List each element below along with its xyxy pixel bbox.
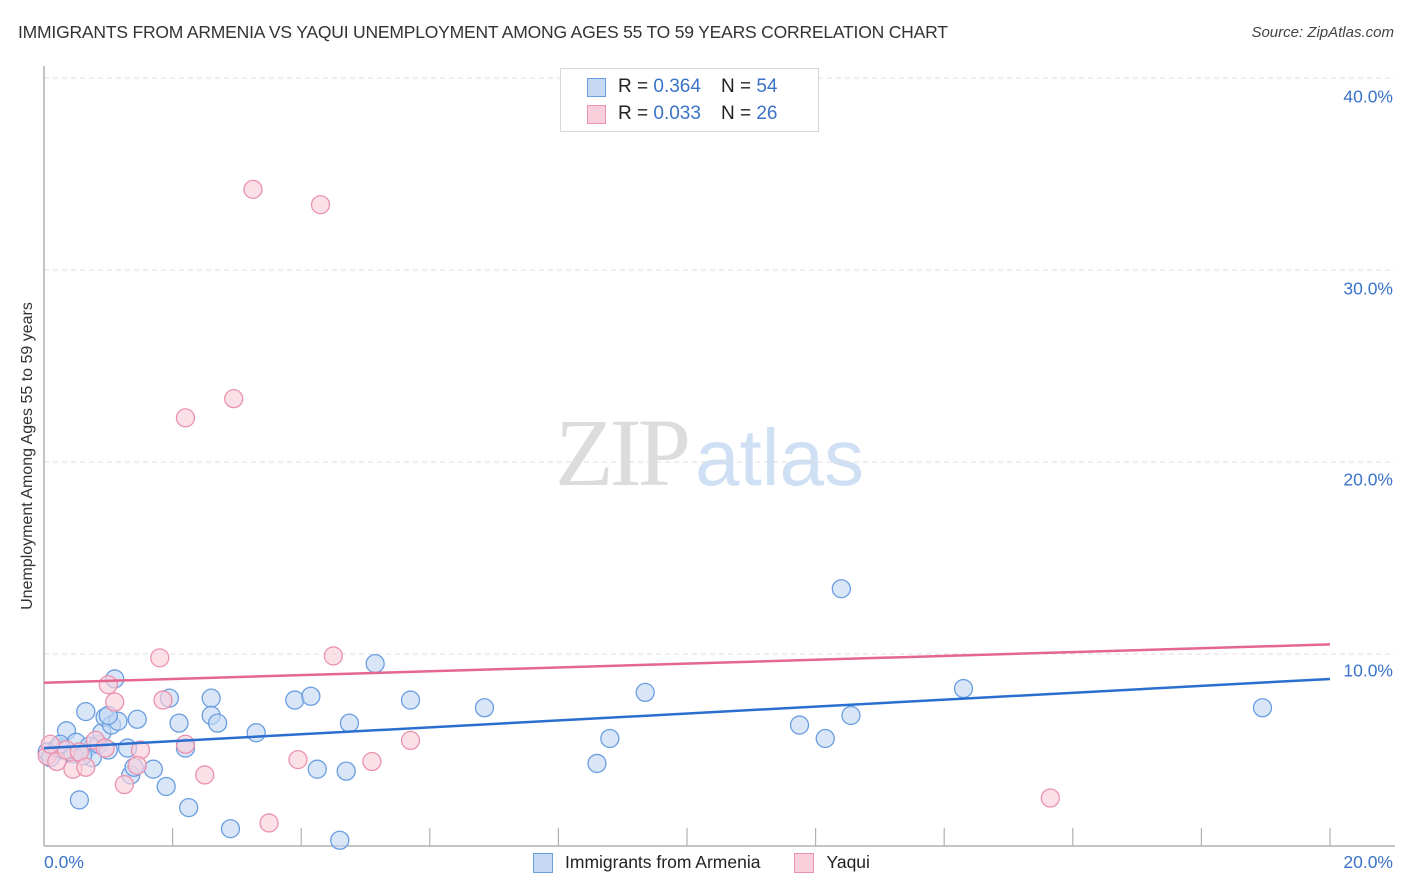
data-point[interactable] [201,688,221,708]
legend-row-yaqui: R = 0.033 N = 26 [587,102,777,126]
data-point[interactable] [175,734,196,754]
stats-legend: R = 0.364 N = 54 R = 0.033 N = 26 [560,68,819,132]
gridlines [44,77,1395,655]
data-point[interactable] [143,759,163,779]
data-point[interactable] [195,765,215,785]
watermark-atlas: atlas [695,413,864,502]
trend-lines [43,643,1331,750]
n-value: 54 [756,76,778,97]
data-point[interactable] [95,738,115,758]
data-point[interactable] [40,734,61,754]
data-point[interactable] [362,751,382,772]
watermark-zip: ZIP [555,399,691,506]
data-point[interactable] [285,690,305,710]
trend-line-yaqui [43,643,1331,685]
data-point[interactable] [288,749,308,770]
legend-row-armenia: R = 0.364 N = 54 [587,75,777,99]
data-point[interactable] [76,701,96,722]
data-point[interactable] [953,678,974,699]
legend-swatch-pink [587,104,606,124]
data-point[interactable] [307,759,327,779]
watermark: ZIP atlas [555,405,864,501]
legend-swatch-blue [587,77,606,97]
data-point[interactable] [156,776,176,797]
data-point[interactable] [336,761,356,781]
data-point[interactable] [587,753,607,774]
series-legend: Immigrants from Armenia Yaqui [533,852,904,873]
r-label: R = [618,76,649,97]
data-point[interactable] [600,728,620,749]
chart-title: IMMIGRANTS FROM ARMENIA VS YAQUI UNEMPLO… [18,22,948,42]
data-point[interactable] [339,713,360,733]
data-point[interactable] [815,728,835,749]
y-axis-label: Unemployment Among Ages 55 to 59 years [19,302,36,610]
data-point[interactable] [220,819,241,839]
data-point[interactable] [207,713,228,733]
data-point[interactable] [323,646,344,666]
y-tick-40: 40.0% [1343,86,1393,107]
data-point[interactable] [98,675,118,695]
data-point[interactable] [635,682,655,703]
data-point[interactable] [76,757,96,777]
data-point[interactable] [841,705,861,726]
x-tick-0: 0.0% [44,852,84,872]
data-point[interactable] [301,686,321,706]
n-label: N = [720,76,752,97]
legend-swatch-pink [794,852,815,873]
data-point[interactable] [1040,788,1060,808]
data-point[interactable] [153,690,173,710]
y-tick-20: 20.0% [1343,469,1393,490]
data-point[interactable] [246,723,266,743]
data-point[interactable] [1252,698,1273,718]
r-label: R = [618,103,649,124]
data-point[interactable] [330,830,350,850]
data-point[interactable] [365,653,385,674]
data-point[interactable] [400,730,421,751]
data-point[interactable] [127,755,147,776]
legend-label-yaqui: Yaqui [826,852,870,872]
trend-line-armenia [43,677,1331,750]
x-tick-20: 20.0% [1343,852,1393,872]
n-value: 26 [756,103,778,124]
data-point[interactable] [127,709,147,729]
r-value: 0.033 [653,103,701,124]
data-point[interactable] [474,698,495,718]
data-point[interactable] [224,388,244,409]
legend-swatch-blue [533,852,553,873]
data-point[interactable] [150,648,170,668]
data-point[interactable] [179,797,199,818]
data-point[interactable] [105,692,125,712]
r-value: 0.364 [653,76,701,97]
data-point[interactable] [789,715,810,735]
legend-label-armenia: Immigrants from Armenia [565,852,761,872]
data-point[interactable] [831,579,851,599]
legend-item-armenia[interactable]: Immigrants from Armenia [533,852,760,873]
data-point[interactable] [169,713,189,733]
series-yaqui-points [37,179,1060,833]
data-point[interactable] [175,408,196,428]
data-point[interactable] [400,690,421,710]
y-tick-30: 30.0% [1343,278,1393,299]
data-point[interactable] [243,179,263,200]
source-credit: Source: ZipAtlas.com [1251,24,1394,41]
data-point[interactable] [259,813,279,833]
data-point[interactable] [69,790,90,810]
n-label: N = [720,103,752,124]
axes [43,66,1395,847]
series-armenia-points [37,579,1273,850]
data-point[interactable] [310,195,331,215]
legend-item-yaqui[interactable]: Yaqui [794,852,870,873]
y-tick-10: 10.0% [1343,660,1393,681]
data-point[interactable] [114,774,135,795]
